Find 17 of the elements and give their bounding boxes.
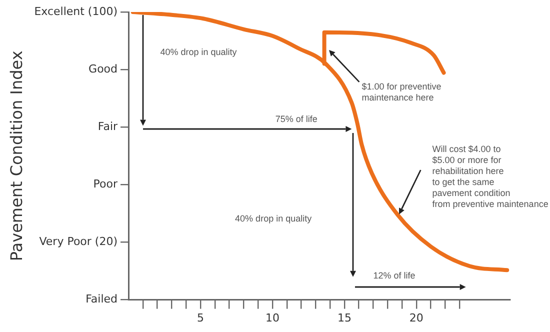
x-tick-label: 20	[409, 311, 424, 324]
y-tick-label: Good	[88, 62, 118, 76]
x-tick-label: 15	[337, 311, 352, 324]
y-tick-label: Poor	[93, 178, 118, 191]
annotation: $1.00 for preventive maintenance here	[362, 81, 442, 102]
annotation: 75% of life	[275, 114, 318, 124]
annotation: 12% of life	[373, 270, 416, 280]
annotation: 40% drop in quality	[235, 214, 312, 224]
y-tick-label: Excellent (100)	[34, 4, 118, 18]
x-tick-label: 10	[265, 311, 280, 324]
y-tick-label: Very Poor (20)	[39, 235, 118, 248]
y-axis-title: Pavement Condition Index	[6, 50, 26, 262]
annotation: 40% drop in quality	[160, 46, 238, 57]
y-tick-label: Failed	[86, 292, 118, 306]
x-tick-label: 5	[197, 311, 204, 324]
y-tick-label: Fair	[98, 120, 118, 133]
annotation: Will cost $4.00 to $5.00 or more for rehabilitation here to get the same pavement condition from preventive maintenance	[432, 144, 548, 209]
